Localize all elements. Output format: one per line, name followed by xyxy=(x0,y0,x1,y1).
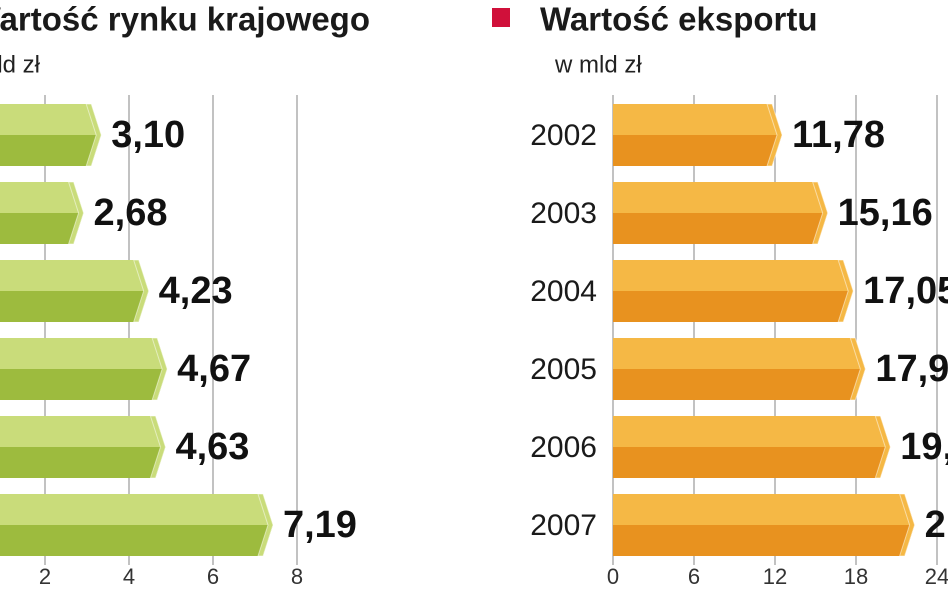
bar-top xyxy=(613,182,828,213)
bar xyxy=(613,181,829,245)
value-label: 15,16 xyxy=(838,192,933,234)
bar xyxy=(613,337,866,401)
category-label: 2004 xyxy=(530,275,597,308)
category-label: 2002 xyxy=(530,119,597,152)
bar-bottom xyxy=(0,525,273,556)
bar-bottom xyxy=(613,213,828,244)
x-tick-label: 4 xyxy=(123,564,135,589)
x-tick-label: 2 xyxy=(39,564,51,589)
bar xyxy=(0,415,166,479)
x-tick-label: 24 xyxy=(925,564,948,589)
value-label: 17,05 xyxy=(863,270,948,312)
bar-bottom xyxy=(613,135,783,166)
bar-top xyxy=(613,260,854,291)
bar-top xyxy=(0,182,84,213)
bar-cap xyxy=(151,337,168,401)
bar-cap xyxy=(849,337,866,401)
bar xyxy=(613,103,783,167)
x-tick-label: 0 xyxy=(607,564,619,589)
value-label: 21,60 xyxy=(925,504,948,546)
value-label: 17,95 xyxy=(875,348,948,390)
chart-subtitle: w mld zł xyxy=(0,51,41,78)
bar-top xyxy=(0,416,166,447)
bar-cap xyxy=(85,103,102,167)
value-label: 11,78 xyxy=(792,114,885,156)
value-label: 4,67 xyxy=(177,348,251,390)
bar-bottom xyxy=(0,447,166,478)
bar xyxy=(0,493,274,557)
bar-top xyxy=(613,416,891,447)
bar xyxy=(0,337,168,401)
bar-cap xyxy=(149,415,166,479)
bar-top xyxy=(613,104,783,135)
bar-top xyxy=(0,338,168,369)
value-label: 4,63 xyxy=(175,426,249,468)
bar xyxy=(0,259,150,323)
bar-bottom xyxy=(0,369,168,400)
bar-bottom xyxy=(613,447,891,478)
chart-title: Wartość rynku krajowego xyxy=(0,1,370,38)
bar-cap xyxy=(837,259,854,323)
x-tick-label: 6 xyxy=(207,564,219,589)
bar-top xyxy=(613,338,866,369)
legend-marker xyxy=(492,8,510,27)
value-label: 2,68 xyxy=(94,192,168,234)
bar-cap xyxy=(811,181,829,245)
bar-top xyxy=(0,494,273,525)
category-label: 2007 xyxy=(530,509,597,542)
bar-top xyxy=(0,260,149,291)
bar-cap xyxy=(898,493,916,557)
bar xyxy=(613,415,891,479)
chart-title: Wartość eksportu xyxy=(540,1,818,38)
bar-cap xyxy=(67,181,85,245)
value-label: 4,23 xyxy=(159,270,233,312)
bar-bottom xyxy=(0,213,84,244)
bar xyxy=(0,181,85,245)
bar-top xyxy=(613,494,915,525)
category-label: 2003 xyxy=(530,197,597,230)
category-label: 2005 xyxy=(530,353,597,386)
bar-cap xyxy=(132,259,150,323)
x-tick-label: 12 xyxy=(763,564,787,589)
bar xyxy=(613,493,916,557)
bar xyxy=(0,103,102,167)
category-label: 2006 xyxy=(530,431,597,464)
chart-subtitle: w mld zł xyxy=(554,51,642,78)
x-tick-label: 18 xyxy=(844,564,868,589)
bar-cap xyxy=(874,415,891,479)
x-tick-label: 6 xyxy=(688,564,700,589)
x-tick-label: 8 xyxy=(291,564,303,589)
bar-bottom xyxy=(0,135,102,166)
bar-cap xyxy=(766,103,783,167)
bar-bottom xyxy=(613,369,866,400)
bar-top xyxy=(0,104,102,135)
value-label: 3,10 xyxy=(111,114,185,156)
bar xyxy=(613,259,854,323)
bar-bottom xyxy=(613,525,915,556)
bar-bottom xyxy=(0,291,149,322)
value-label: 19,80 xyxy=(900,426,948,468)
bar-bottom xyxy=(613,291,854,322)
value-label: 7,19 xyxy=(283,504,357,546)
bar-cap xyxy=(257,493,274,557)
